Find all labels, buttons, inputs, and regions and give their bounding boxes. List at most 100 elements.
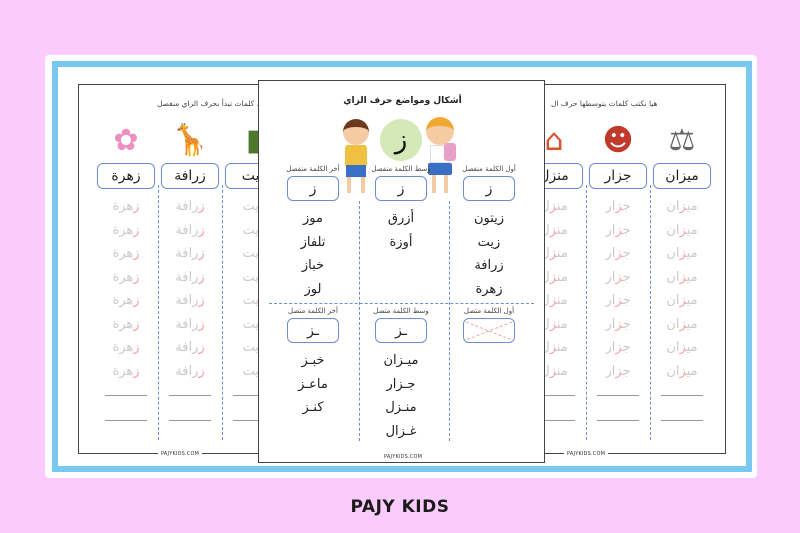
letter-form-column: أخر الكلمة متصل ـز خبـز ماعـز كنـز (283, 307, 343, 420)
footer-site: PAJYKIDS.COM (564, 451, 609, 457)
example-word: موز (303, 211, 323, 226)
writing-line (233, 420, 267, 421)
practice-column: 🦒 زرافة زرافة زرافة زرافة زرافة زرافة زرافة زراف… (161, 119, 219, 445)
word-box: زرافة (161, 163, 219, 189)
box-word: زرافة (174, 168, 206, 184)
trace-word: جزار (605, 316, 631, 332)
example-word: غـزال (385, 423, 417, 439)
trace-word: ميزان (666, 293, 698, 308)
writing-line (105, 395, 147, 396)
column-divider (359, 201, 360, 441)
example-word: خباز (301, 258, 325, 273)
practice-column: ✿ زهرة زهرة زهرة زهرة زهرة زهرة زهرة زهرة زهرة (97, 119, 155, 445)
writing-line (169, 395, 211, 396)
trace-word: جزار (605, 246, 631, 261)
trace-word: زرافة (175, 316, 205, 332)
trace-word: زرافة (175, 222, 205, 238)
example-word: زهرة (475, 281, 503, 297)
writing-line (233, 395, 267, 396)
word-box: جزار (589, 163, 647, 189)
column-divider (586, 185, 587, 440)
brand-logo: PAJY KIDS (350, 497, 450, 517)
trace-word: زرافة (175, 199, 205, 214)
girl-illustration-icon (422, 117, 458, 201)
trace-word: زرافة (175, 293, 205, 308)
trace-word: جزار (605, 199, 631, 214)
trace-word: ميزان (666, 246, 698, 261)
worksheet-letter-forms: أشكال ومواضع حرف الزاي ز PAJYKIDS.COM أو… (258, 80, 545, 463)
trace-word: زهرة (112, 363, 140, 379)
example-word: خبـز (301, 353, 325, 368)
writing-line (661, 395, 703, 396)
word-box: زهرة (97, 163, 155, 189)
trace-word: زهرة (112, 246, 140, 261)
trace-word: ميزان (666, 222, 698, 238)
writing-line (597, 420, 639, 421)
trace-word: زهرة (112, 316, 140, 332)
example-word: ماعـز (298, 376, 328, 392)
crossed-out-icon (465, 321, 513, 340)
trace-word: زهرة (112, 293, 140, 308)
position-label: أخر الكلمة منفصل (286, 165, 340, 173)
example-word: أزرق (387, 211, 415, 226)
trace-word: جزار (605, 293, 631, 308)
position-label: وسط الكلمة متصل (373, 307, 429, 315)
instruction: ، كلمات تبدأ بحرف الزاي منفصل (157, 99, 260, 108)
example-word: زرافة (474, 258, 504, 273)
trace-word: زرافة (175, 269, 205, 285)
trace-word: زهرة (112, 199, 140, 214)
trace-word: ميزان (666, 199, 698, 214)
trace-word: زهرة (112, 269, 140, 285)
letter-form-column: أول الكلمة منفصل ز زيتون زيت زرافة زهرة (459, 165, 519, 301)
writing-line (597, 395, 639, 396)
trace-word: جزار (605, 363, 631, 379)
box-word: زهرة (111, 168, 141, 184)
worksheet-middle-words: هيا نكتب كلمات يتوسطها حرف ال ⚖ ميزان ميزا… (535, 84, 726, 454)
writing-line (536, 395, 575, 396)
position-label: أخر الكلمة متصل (288, 307, 338, 315)
letter-form-column: وسط الكلمة منفصل ز أزرق أوزة (371, 165, 431, 254)
letter-form-box: ـز (287, 318, 339, 343)
box-word: منزل (539, 168, 569, 184)
trace-word: زهرة (112, 222, 140, 238)
letter-form-box: ـز (375, 318, 427, 343)
letter-form-box: ز (375, 176, 427, 201)
word-box: ميزان (653, 163, 711, 189)
writing-line (169, 420, 211, 421)
boy-illustration-icon (339, 119, 373, 199)
instruction: هيا نكتب كلمات يتوسطها حرف ال (551, 99, 658, 108)
example-word: لوز (304, 281, 322, 297)
section-divider (269, 303, 534, 304)
letter-form-box (463, 318, 515, 343)
position-label: وسط الكلمة منفصل (371, 165, 431, 173)
house-icon: ⌂ (544, 123, 564, 158)
box-word: جزار (604, 168, 632, 184)
letter-form-box: ز (463, 176, 515, 201)
example-word: أوزة (389, 234, 413, 250)
sheet-title: أشكال ومواضع حرف الزاي (343, 96, 462, 106)
example-word: كنـز (302, 400, 324, 415)
example-word: جـزار (386, 376, 416, 392)
letter-form-column: أخر الكلمة منفصل ز موز تلفاز خباز لوز (283, 165, 343, 301)
position-label: أول الكلمة منفصل (462, 165, 516, 173)
giraffe-icon: 🦒 (171, 123, 209, 158)
trace-word: جزار (605, 269, 631, 285)
column-divider (449, 201, 450, 441)
trace-word: زرافة (175, 340, 205, 355)
footer-site: PAJYKIDS.COM (158, 451, 203, 457)
scale-icon: ⚖ (668, 123, 696, 158)
trace-word: جزار (605, 340, 631, 355)
example-word: تلفاز (300, 234, 326, 250)
box-word: ميزان (665, 168, 699, 184)
trace-word: زرافة (175, 363, 205, 379)
example-word: زيت (477, 234, 501, 250)
trace-word: زرافة (175, 246, 205, 261)
column-divider (158, 185, 159, 440)
example-word: ميـزان (383, 353, 419, 368)
flower-icon: ✿ (113, 123, 139, 158)
trace-word: ميزان (666, 269, 698, 285)
writing-line (536, 420, 575, 421)
column-divider (222, 185, 223, 440)
writing-line (105, 420, 147, 421)
example-word: منـزل (385, 400, 417, 415)
